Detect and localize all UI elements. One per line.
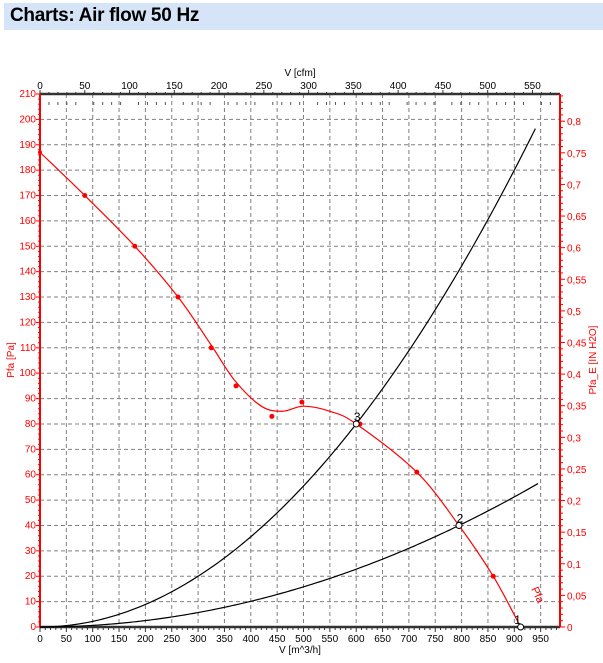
- x2-tick-label: 0: [37, 81, 43, 92]
- x2-tick-label: 350: [345, 81, 362, 92]
- fan-curve-marker: [233, 383, 239, 389]
- x-tick-label: 0: [37, 634, 43, 645]
- fan-curve-start: [38, 150, 42, 155]
- curve-label-pfa: Pfa: [528, 585, 546, 606]
- y2-tick-label: 0,05: [567, 591, 587, 602]
- x-tick-label: 100: [84, 634, 101, 645]
- fan-curve-marker: [414, 469, 420, 475]
- y-tick-label: 110: [20, 343, 36, 354]
- y-tick-label: 160: [19, 216, 36, 227]
- y2-tick-label: 0,15: [567, 528, 587, 539]
- y-tick-label: 30: [25, 546, 37, 557]
- y-tick-label: 100: [19, 368, 36, 379]
- x-axis-label: V [m^3/h]: [279, 645, 321, 656]
- y-tick-label: 150: [19, 241, 36, 252]
- x2-tick-label: 150: [166, 81, 183, 92]
- y-tick-label: 50: [25, 495, 37, 506]
- x-tick-label: 50: [61, 634, 73, 645]
- y2-tick-label: 0,4: [567, 370, 581, 381]
- x2-tick-label: 500: [479, 81, 496, 92]
- y2-tick-label: 0,55: [567, 275, 587, 286]
- x-tick-label: 800: [453, 634, 470, 645]
- y-tick-label: 180: [19, 165, 36, 176]
- operating-point-label: 2: [457, 511, 464, 525]
- y-tick-label: 130: [19, 292, 36, 303]
- x-tick-label: 650: [374, 634, 391, 645]
- x2-tick-label: 550: [524, 81, 541, 92]
- page-title: Charts: Air flow 50 Hz: [10, 5, 200, 26]
- operating-point-1: [517, 623, 525, 631]
- x2-tick-label: 450: [435, 81, 452, 92]
- x-tick-label: 500: [295, 634, 312, 645]
- system-curve-b: [39, 483, 539, 628]
- header-bar: Charts: Air flow 50 Hz: [4, 3, 603, 30]
- y2-tick-label: 0: [567, 623, 573, 634]
- fan-curve-marker: [82, 193, 88, 199]
- x-tick-label: 600: [348, 634, 365, 645]
- y2-tick-label: 0,75: [567, 149, 587, 160]
- y-tick-label: 60: [25, 470, 37, 481]
- x-tick-label: 900: [506, 634, 523, 645]
- x-tick-label: 300: [190, 634, 207, 645]
- y2-tick-label: 0,3: [567, 433, 581, 444]
- x-tick-label: 400: [242, 634, 259, 645]
- x-tick-label: 550: [322, 634, 339, 645]
- y2-tick-label: 0,8: [567, 117, 581, 128]
- y2-tick-label: 0,65: [567, 212, 587, 223]
- y2-tick-label: 0,25: [567, 465, 587, 476]
- fan-curve-marker: [208, 345, 214, 351]
- operating-point-2: [455, 521, 463, 529]
- x2-tick-label: 100: [121, 81, 138, 92]
- y2-tick-label: 0,35: [567, 402, 587, 413]
- x2-axis-label: V [cfm]: [284, 68, 315, 79]
- y2-tick-label: 0,1: [567, 560, 581, 571]
- x-tick-label: 850: [480, 634, 497, 645]
- x-tick-label: 150: [111, 634, 128, 645]
- y-tick-label: 80: [25, 419, 37, 430]
- x-tick-label: 950: [532, 634, 549, 645]
- x-tick-label: 200: [137, 634, 154, 645]
- x-tick-label: 750: [427, 634, 444, 645]
- y2-tick-label: 0,5: [567, 307, 581, 318]
- fan-curve-marker: [175, 294, 181, 300]
- fan-curve-marker: [132, 243, 138, 249]
- fan-curve-marker: [299, 399, 305, 405]
- y2-tick-label: 0,6: [567, 244, 581, 255]
- y-tick-label: 10: [25, 597, 37, 608]
- x2-tick-label: 50: [79, 81, 91, 92]
- y-tick-label: 190: [19, 140, 36, 151]
- y-tick-label: 140: [19, 267, 36, 278]
- y-tick-label: 120: [19, 317, 36, 328]
- y-tick-label: 200: [19, 114, 36, 125]
- x2-tick-label: 250: [255, 81, 272, 92]
- operating-point-label: 3: [354, 410, 361, 424]
- y-tick-label: 170: [19, 191, 36, 202]
- y-tick-label: 210: [19, 89, 36, 100]
- y2-tick-label: 0,2: [567, 497, 581, 508]
- y2-tick-label: 0,45: [567, 338, 587, 349]
- x2-tick-label: 300: [300, 81, 317, 92]
- y-tick-label: 40: [25, 520, 37, 531]
- y-tick-label: 0: [30, 622, 36, 633]
- fan-curve-marker: [490, 573, 496, 579]
- x2-tick-label: 200: [211, 81, 228, 92]
- x-tick-label: 450: [269, 634, 286, 645]
- y-tick-label: 70: [25, 444, 37, 455]
- x2-tick-label: 400: [390, 81, 407, 92]
- x-tick-label: 700: [401, 634, 418, 645]
- y-tick-label: 20: [25, 571, 37, 582]
- system-curve-a: [39, 128, 536, 628]
- operating-point-3: [352, 420, 360, 428]
- fan-curve-pfa: [39, 151, 522, 628]
- y-axis-label: Pfa [Pa]: [6, 342, 17, 378]
- fan-curve-marker: [269, 413, 275, 419]
- y2-axis-label: Pfa_E [IN H2O]: [588, 325, 599, 394]
- x-tick-label: 350: [216, 634, 233, 645]
- y2-tick-label: 0,7: [567, 180, 581, 191]
- operating-point-label: 1: [514, 613, 521, 627]
- x-tick-label: 250: [163, 634, 180, 645]
- y-tick-label: 90: [25, 394, 37, 405]
